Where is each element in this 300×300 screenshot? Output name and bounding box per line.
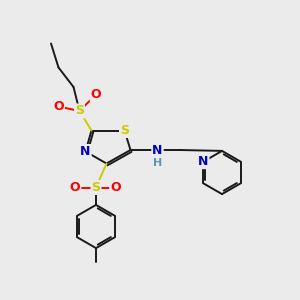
Text: O: O [70,181,80,194]
Text: O: O [91,88,101,101]
Text: S: S [120,124,129,137]
Text: H: H [153,158,162,168]
Text: O: O [53,100,64,113]
Text: N: N [198,155,208,168]
Text: O: O [110,181,121,194]
Text: S: S [75,104,84,118]
Text: N: N [152,143,163,157]
Text: S: S [92,181,100,194]
Text: N: N [80,145,91,158]
